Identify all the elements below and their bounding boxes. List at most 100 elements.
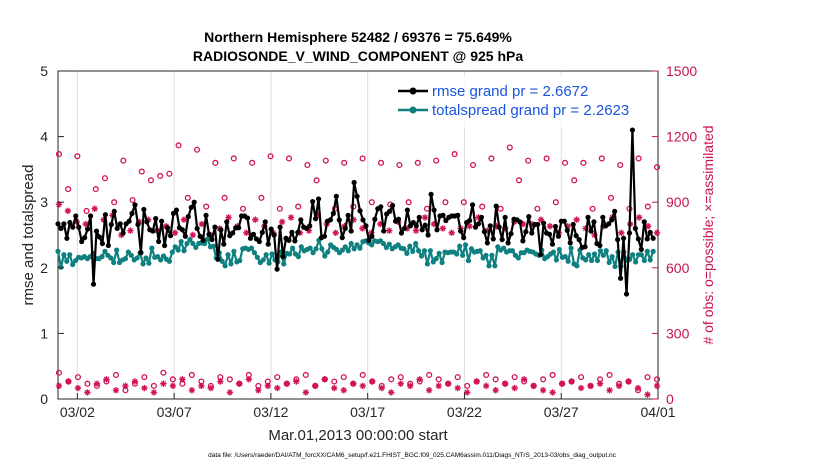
obs-assimilated-marker [274,384,281,392]
series-layer [55,127,656,297]
data-point-spread [325,249,331,255]
obs-possible-marker [304,161,311,169]
obs-assimilated-marker [564,223,571,230]
obs-possible-marker [150,382,157,389]
obs-possible-marker [295,203,302,210]
obs-possible-marker [340,374,347,381]
x-tick-label: 03/27 [544,404,579,420]
data-point-rmse [277,224,283,230]
obs-assimilated-marker [180,216,188,223]
data-point-rmse [117,221,123,227]
data-point-rmse [499,236,505,243]
data-point-spread [565,258,571,264]
data-point-spread [310,250,316,256]
obs-assimilated-marker [207,384,215,392]
data-point-rmse [455,212,461,218]
data-point-rmse [108,221,114,228]
data-point-rmse [64,235,70,241]
x-tick-label: 03/22 [447,404,482,420]
data-point-rmse [401,225,408,232]
data-point-rmse [529,230,535,236]
data-point-spread [509,248,516,254]
data-point-rmse [90,281,97,287]
data-point-rmse [387,208,393,214]
data-point-rmse [292,238,298,244]
x-axis: 03/02 03/07 03/12 03/17 03/22 03/27 04/01 [60,393,676,420]
obs-possible-marker [426,371,433,378]
data-point-spread [307,245,313,251]
obs-assimilated-marker [198,220,205,228]
obs-assimilated-marker [492,387,499,394]
obs-assimilated-marker [625,378,632,385]
obs-assimilated-marker [388,389,395,396]
obs-assimilated-marker [482,382,490,390]
obs-assimilated-marker [475,214,482,221]
data-point-spread [140,261,146,267]
obs-assimilated-marker [519,220,527,228]
data-point-spread [454,251,460,257]
obs-assimilated-marker [416,376,423,383]
data-point-rmse [612,208,618,214]
data-point-spread [413,240,419,247]
obs-assimilated-marker [283,380,291,387]
data-point-rmse [493,203,499,209]
obs-possible-marker [322,157,329,164]
data-point-spread [404,250,410,256]
obs-possible-marker [120,157,127,164]
obs-assimilated-marker [484,227,491,234]
obs-assimilated-marker [537,216,545,223]
data-point-rmse [422,222,428,228]
data-point-rmse [600,214,606,220]
obs-assimilated-marker [127,227,134,234]
obs-possible-marker [479,203,486,210]
obs-possible-marker [571,177,578,184]
y-tick-label: 4 [40,129,48,145]
x-tick-label: 03/17 [350,404,385,420]
obs-possible-marker [226,376,233,383]
chart-title: Northern Hemisphere 52482 / 69376 = 75.6… [204,29,512,45]
obs-assimilated-marker [435,382,442,390]
obs-assimilated-marker [305,227,313,234]
data-point-rmse [179,227,185,233]
obs-possible-marker [515,177,523,184]
data-point-spread [219,258,225,264]
data-point-spread [298,244,304,250]
data-point-rmse [138,250,144,256]
obs-possible-marker [454,374,461,381]
data-point-spread [187,236,193,243]
data-point-rmse [585,214,591,220]
data-point-spread [594,257,601,264]
obs-assimilated-marker [312,382,319,390]
data-point-spread [647,257,653,263]
data-point-rmse [609,217,615,223]
obs-possible-marker [212,159,219,166]
data-point-rmse [129,210,135,216]
y-right-tick-label: 1500 [666,63,697,79]
data-point-spread [407,243,413,249]
data-point-rmse [348,228,354,234]
obs-possible-marker [274,374,281,381]
data-point-spread [237,257,243,264]
obs-possible-marker [166,170,173,177]
data-point-rmse [523,229,529,235]
obs-possible-marker [543,155,550,162]
data-point-rmse [389,202,396,209]
data-point-rmse [262,219,268,225]
obs-possible-marker [653,164,661,171]
obs-possible-marker [488,155,495,162]
obs-possible-marker [258,194,265,201]
obs-assimilated-marker [82,220,89,228]
obs-assimilated-marker [350,216,357,223]
obs-assimilated-marker [596,380,604,387]
data-point-spread [64,258,70,264]
obs-assimilated-marker [635,214,643,221]
obs-assimilated-marker [321,376,328,383]
obs-assimilated-marker [615,382,623,390]
data-point-rmse [194,225,200,232]
data-point-rmse [156,238,162,245]
data-point-rmse [357,208,363,214]
data-point-rmse [635,236,641,242]
data-point-spread [281,261,287,267]
y-tick-label: 5 [40,63,48,79]
data-point-rmse [404,207,410,213]
